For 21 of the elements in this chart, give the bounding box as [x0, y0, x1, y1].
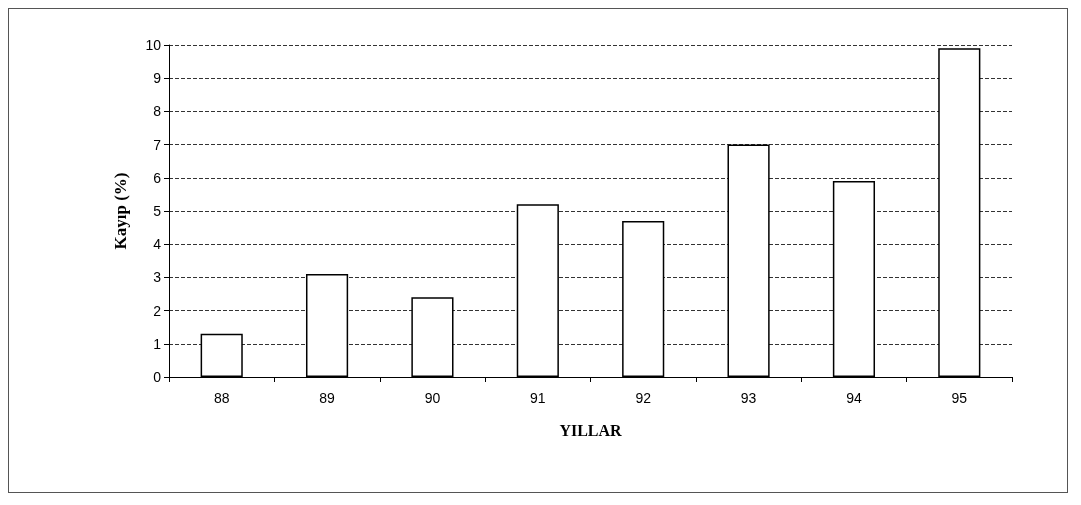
x-axis-title: YILLAR: [559, 421, 623, 439]
x-tick-label: 92: [635, 390, 652, 406]
y-axis-title: Kayıp (%): [111, 172, 130, 250]
y-tick-label: 3: [153, 269, 162, 286]
y-tick-label: 0: [153, 369, 162, 385]
x-tick-label: 94: [846, 390, 862, 406]
x-tick-label: 89: [319, 390, 336, 406]
x-tick-label: 88: [213, 390, 230, 406]
y-tick-label: 2: [153, 302, 162, 319]
x-tick-label: 93: [740, 390, 757, 406]
x-tick-label: 90: [424, 390, 441, 406]
x-tick-label: 95: [951, 390, 968, 406]
y-tick-label: 5: [153, 203, 162, 219]
y-tick-label: 10: [145, 37, 162, 53]
y-tick-label: 6: [153, 169, 162, 186]
y-tick-label: 1: [153, 335, 162, 352]
y-tick-label: 7: [153, 136, 162, 153]
x-tick-label: 91: [530, 390, 546, 406]
y-tick-label: 9: [153, 70, 162, 87]
y-tick-label: 8: [153, 103, 162, 120]
y-tick-label: 4: [153, 236, 162, 253]
